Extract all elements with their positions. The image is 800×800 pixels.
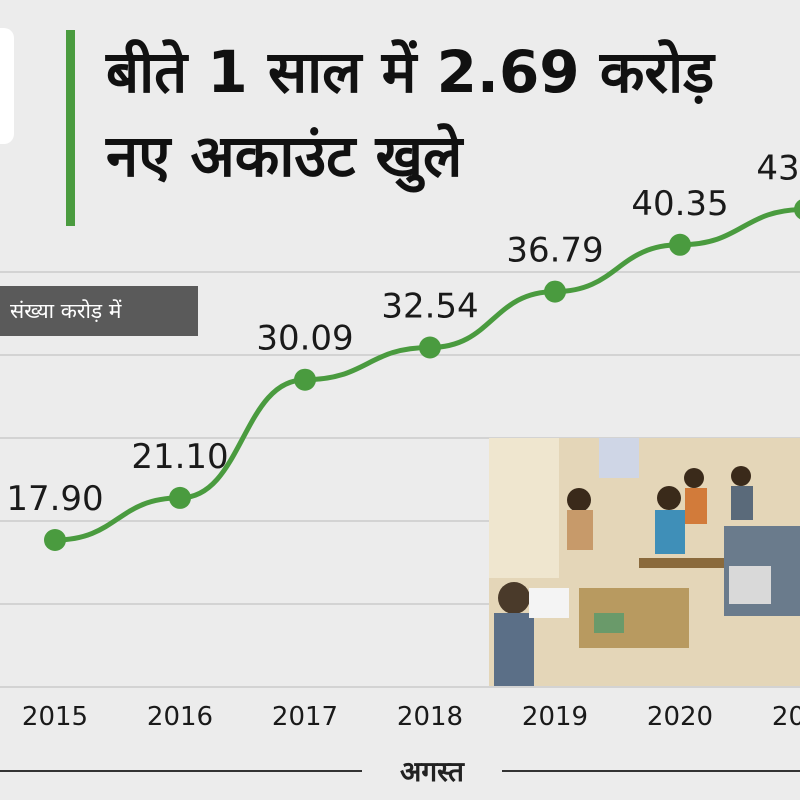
x-tick-label: 2018: [397, 702, 463, 732]
unit-label-badge: संख्या करोड़ में: [0, 286, 198, 336]
data-point: [294, 368, 316, 391]
x-tick-label: 2021: [772, 702, 800, 732]
data-point: [544, 280, 566, 303]
x-axis-title: अगस्त: [399, 755, 464, 788]
bank-counter-photo: [489, 438, 800, 686]
data-label: 17.90: [6, 479, 103, 519]
data-points: [44, 199, 800, 551]
data-labels: 17.90 21.10 30.09 32.54 36.79 40.35 43.04: [6, 148, 800, 519]
x-tick-label: 2020: [647, 702, 713, 732]
title-line-1: बीते 1 साल में 2.69 करोड़: [106, 38, 715, 106]
data-label: 36.79: [506, 231, 603, 271]
footer-rule-right: [502, 770, 800, 772]
data-label: 32.54: [381, 286, 478, 326]
data-label: 40.35: [631, 184, 728, 224]
x-tick-label: 2016: [147, 702, 213, 732]
data-point: [419, 336, 441, 359]
data-point: [669, 233, 691, 256]
data-point: [169, 486, 191, 509]
data-point: [794, 199, 800, 220]
data-label: 21.10: [131, 437, 228, 477]
data-label: 30.09: [256, 319, 353, 359]
brand-logo-box: [0, 28, 14, 144]
data-label: 43.04: [756, 148, 800, 188]
footer-rule-left: [0, 770, 362, 772]
page-title: बीते 1 साल में 2.69 करोड़ नए अकाउंट खुले: [106, 30, 800, 198]
x-axis-footer: अगस्त: [0, 748, 800, 794]
x-axis-ticks: 2015 2016 2017 2018 2019 2020 2021: [22, 702, 800, 732]
title-accent-bar: [66, 30, 75, 226]
title-line-2: नए अकाउंट खुले: [106, 122, 463, 190]
x-tick-label: 2017: [272, 702, 338, 732]
data-point: [44, 529, 66, 551]
x-tick-label: 2019: [522, 702, 588, 732]
x-tick-label: 2015: [22, 702, 88, 732]
